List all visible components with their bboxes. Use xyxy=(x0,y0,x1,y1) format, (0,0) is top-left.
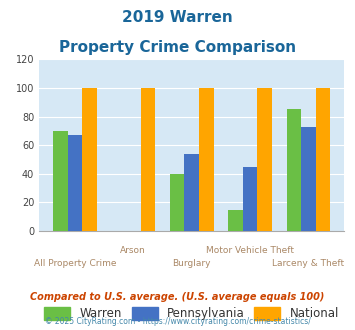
Bar xyxy=(82,88,97,231)
Bar xyxy=(257,88,272,231)
Bar xyxy=(184,154,199,231)
Text: © 2025 CityRating.com - https://www.cityrating.com/crime-statistics/: © 2025 CityRating.com - https://www.city… xyxy=(45,317,310,326)
Text: Compared to U.S. average. (U.S. average equals 100): Compared to U.S. average. (U.S. average … xyxy=(30,292,325,302)
Bar xyxy=(199,88,214,231)
Bar xyxy=(243,167,257,231)
Text: Arson: Arson xyxy=(120,246,146,255)
Text: Larceny & Theft: Larceny & Theft xyxy=(273,259,345,268)
Bar xyxy=(316,88,331,231)
Bar xyxy=(53,131,67,231)
Text: 2019 Warren: 2019 Warren xyxy=(122,10,233,25)
Text: Burglary: Burglary xyxy=(173,259,211,268)
Bar xyxy=(301,127,316,231)
Bar xyxy=(286,110,301,231)
Text: All Property Crime: All Property Crime xyxy=(34,259,116,268)
Bar xyxy=(67,135,82,231)
Bar xyxy=(228,210,243,231)
Text: Motor Vehicle Theft: Motor Vehicle Theft xyxy=(206,246,294,255)
Legend: Warren, Pennsylvania, National: Warren, Pennsylvania, National xyxy=(40,302,344,325)
Bar xyxy=(170,174,184,231)
Text: Property Crime Comparison: Property Crime Comparison xyxy=(59,40,296,54)
Bar xyxy=(141,88,155,231)
